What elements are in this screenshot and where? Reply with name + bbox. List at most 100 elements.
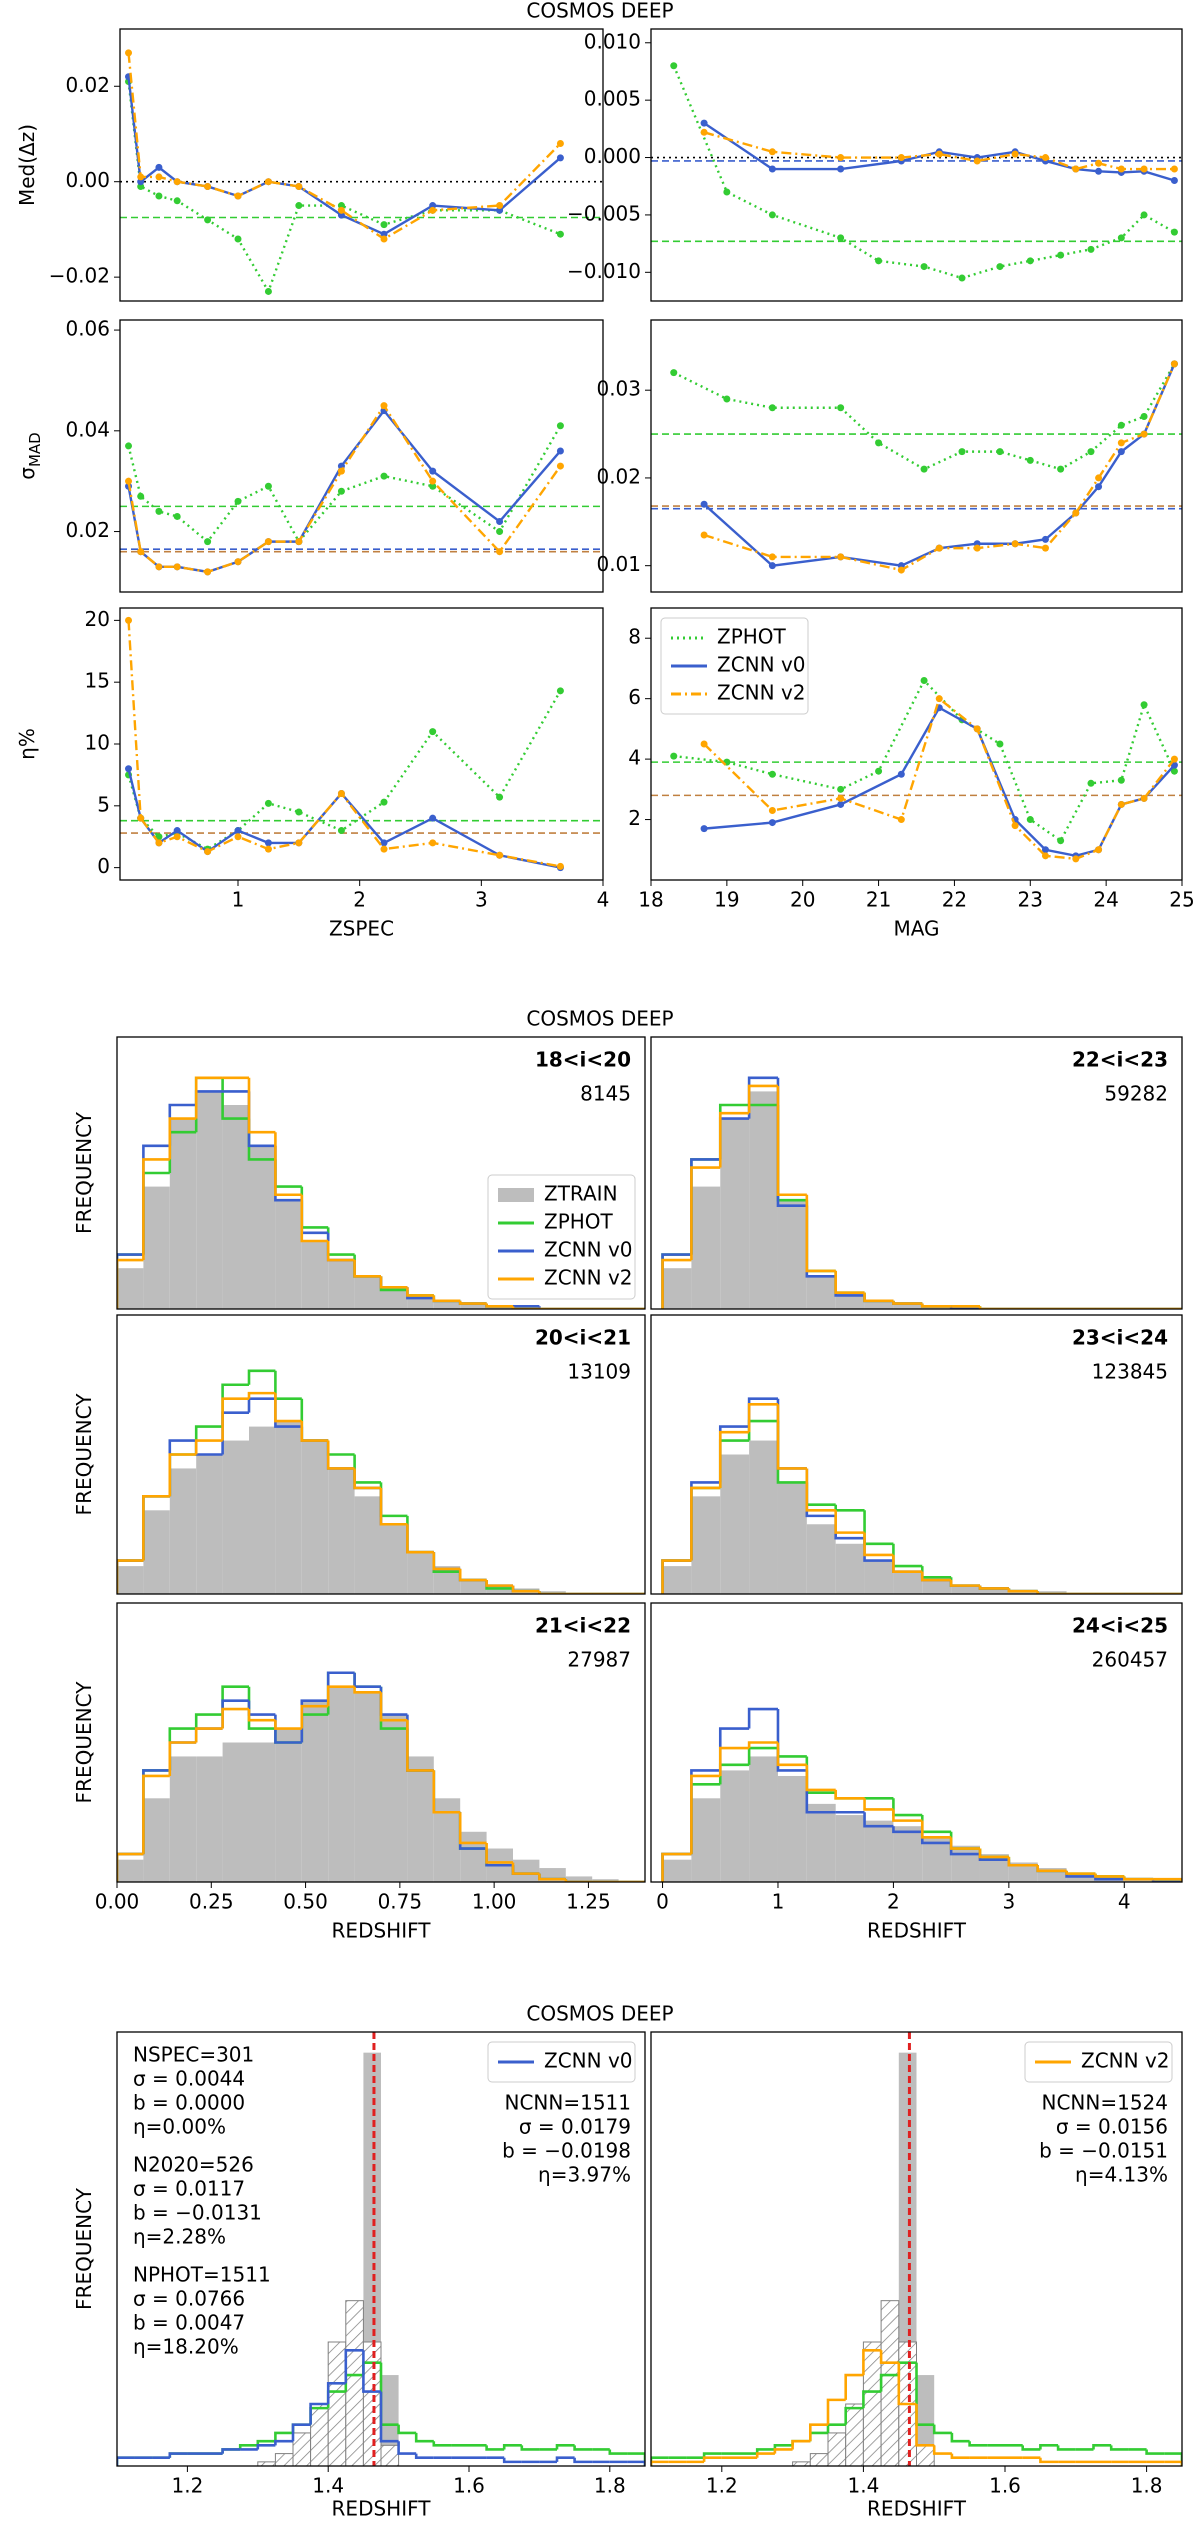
x-tick-label: 22 <box>942 888 967 912</box>
histogram-step <box>300 1186 329 1229</box>
series-line <box>127 768 561 869</box>
legend-label: ZCNN v2 <box>717 681 806 705</box>
data-point <box>429 206 437 214</box>
y-tick-label: 0.01 <box>596 552 641 576</box>
x-tick-label: 1.4 <box>847 2474 879 2498</box>
histogram-bar <box>169 1468 197 1594</box>
data-point <box>973 725 981 733</box>
histogram-step <box>892 1826 923 1834</box>
histogram-step <box>502 2457 522 2464</box>
data-point <box>1117 165 1125 173</box>
y-axis-label: FREQUENCY <box>72 1393 96 1516</box>
x-tick-label: 1 <box>232 888 245 912</box>
data-point <box>1117 439 1125 447</box>
object-count: 13109 <box>567 1360 631 1384</box>
axes-frame <box>116 1036 646 1310</box>
data-point <box>155 192 163 200</box>
histogram-step <box>432 1770 461 1814</box>
histogram-step <box>194 1727 223 1743</box>
y-axis-label-main: FREQUENCY <box>72 1681 96 1804</box>
histogram-bar <box>720 1454 750 1594</box>
histogram-step <box>117 1852 144 1882</box>
histogram-bar <box>143 1798 170 1882</box>
histogram-step <box>702 2456 722 2462</box>
histogram-step <box>379 1276 408 1289</box>
plot-area <box>661 1076 1182 1309</box>
histogram-bar <box>835 1815 865 1882</box>
histogram-step <box>915 2404 935 2447</box>
plot-area <box>117 1369 645 1594</box>
histogram-step <box>485 1842 513 1864</box>
histogram-bar <box>662 1859 692 1882</box>
data-point <box>1072 509 1080 517</box>
histogram-step <box>300 1426 329 1442</box>
magnitude-range: 22<i<23 <box>1072 1048 1168 1072</box>
histogram-bar <box>486 1585 513 1594</box>
histogram-step <box>1094 1873 1125 1878</box>
histogram-bar <box>749 1756 778 1882</box>
histogram-step <box>379 1686 408 1716</box>
data-point <box>996 740 1004 748</box>
histogram-step <box>274 1132 302 1197</box>
data-point <box>958 448 966 456</box>
panel: −0.010 −0.005 0.000 0.005 0.010 <box>567 28 1183 302</box>
histogram-step <box>555 2444 575 2450</box>
histogram-bar <box>862 2341 882 2466</box>
y-axis-label: FREQUENCY <box>72 2187 96 2310</box>
histogram-step <box>892 1300 923 1305</box>
histogram-step <box>747 1397 778 1427</box>
y-axis-label-sub: MAD <box>26 432 44 467</box>
axes-frame <box>116 2031 646 2467</box>
histogram-bar <box>381 2375 399 2466</box>
histogram-bar <box>143 1510 170 1594</box>
data-point <box>234 497 242 505</box>
histogram-step <box>379 1692 408 1722</box>
histogram-step <box>863 1292 894 1303</box>
statistics-text: N2020=526 <box>133 2153 254 2177</box>
data-point <box>264 178 272 186</box>
histogram-step <box>1036 1865 1067 1873</box>
x-tick-label: 1.00 <box>472 1890 517 1914</box>
data-point <box>670 369 678 377</box>
series-line <box>127 81 561 295</box>
histogram-step <box>1056 2445 1076 2451</box>
histogram-step <box>194 1439 223 1455</box>
data-point <box>137 492 145 500</box>
data-point <box>380 221 388 229</box>
histogram-step <box>773 2448 793 2454</box>
x-tick-label: 19 <box>714 888 739 912</box>
statistics-text: NPHOT=1511 <box>133 2263 271 2287</box>
histogram-step <box>168 2452 188 2458</box>
data-point <box>1041 154 1049 162</box>
histogram-step <box>834 1270 865 1294</box>
figure-title: COSMOS DEEP <box>526 1007 673 1031</box>
data-point <box>264 799 272 807</box>
histogram-bar <box>513 1859 540 1882</box>
histogram-step <box>353 1254 381 1278</box>
histogram-step <box>747 1707 778 1729</box>
x-tick-label: 23 <box>1018 888 1043 912</box>
panel: COSMOS DEEP −0.02 0.00 0.02 Med(Δz) <box>15 0 674 302</box>
histogram-bar <box>749 1440 778 1594</box>
y-tick-label: 0.02 <box>596 464 641 488</box>
histogram-step <box>805 1764 836 1792</box>
histogram-step <box>406 1515 434 1554</box>
series-line <box>703 696 1176 861</box>
data-point <box>380 235 388 243</box>
data-point <box>337 206 345 214</box>
histogram-step <box>627 2460 645 2466</box>
histogram-step <box>117 1253 144 1309</box>
data-point <box>125 49 133 57</box>
histogram-step <box>564 1879 593 1882</box>
y-tick-label: 5 <box>97 792 110 816</box>
data-point <box>155 833 163 841</box>
histogram-bar <box>301 1241 329 1309</box>
data-point <box>337 487 345 495</box>
histogram-step <box>520 2445 540 2451</box>
data-point <box>380 845 388 853</box>
histogram-bar <box>662 1268 692 1309</box>
data-point <box>1087 448 1095 456</box>
data-point <box>670 62 678 70</box>
data-point <box>234 192 242 200</box>
magnitude-range: 21<i<22 <box>535 1614 631 1638</box>
